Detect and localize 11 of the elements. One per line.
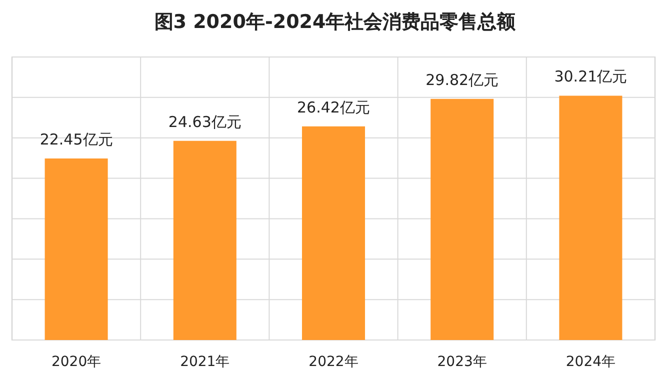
data-label: 26.42亿元: [297, 98, 370, 116]
x-tick-label: 2021年: [180, 354, 230, 370]
data-label: 24.63亿元: [168, 112, 242, 131]
data-label: 29.82亿元: [426, 70, 499, 89]
x-tick-label: 2022年: [308, 354, 358, 370]
x-tick-label: 2023年: [437, 354, 487, 370]
chart-title: 图3 2020年-2024年社会消费品零售总额: [154, 11, 517, 33]
x-tick-label: 2024年: [566, 354, 616, 370]
data-label: 22.45亿元: [40, 130, 113, 148]
data-label: 30.21亿元: [554, 68, 628, 86]
x-tick-label: 2020年: [51, 354, 102, 370]
